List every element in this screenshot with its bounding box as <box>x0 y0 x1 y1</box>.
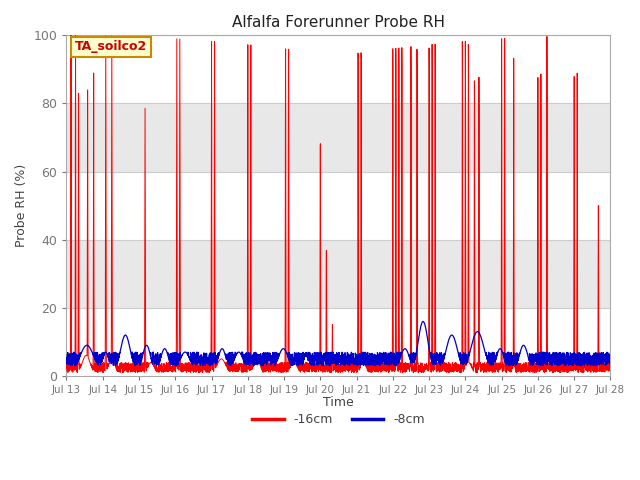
Bar <box>67 240 611 308</box>
X-axis label: Time: Time <box>323 396 354 409</box>
Bar <box>67 36 611 104</box>
Text: TA_soilco2: TA_soilco2 <box>75 40 147 53</box>
Bar <box>67 171 611 240</box>
Bar <box>67 308 611 376</box>
Legend: -16cm, -8cm: -16cm, -8cm <box>247 408 429 431</box>
Title: Alfalfa Forerunner Probe RH: Alfalfa Forerunner Probe RH <box>232 15 445 30</box>
Y-axis label: Probe RH (%): Probe RH (%) <box>15 164 28 247</box>
Bar <box>67 104 611 171</box>
